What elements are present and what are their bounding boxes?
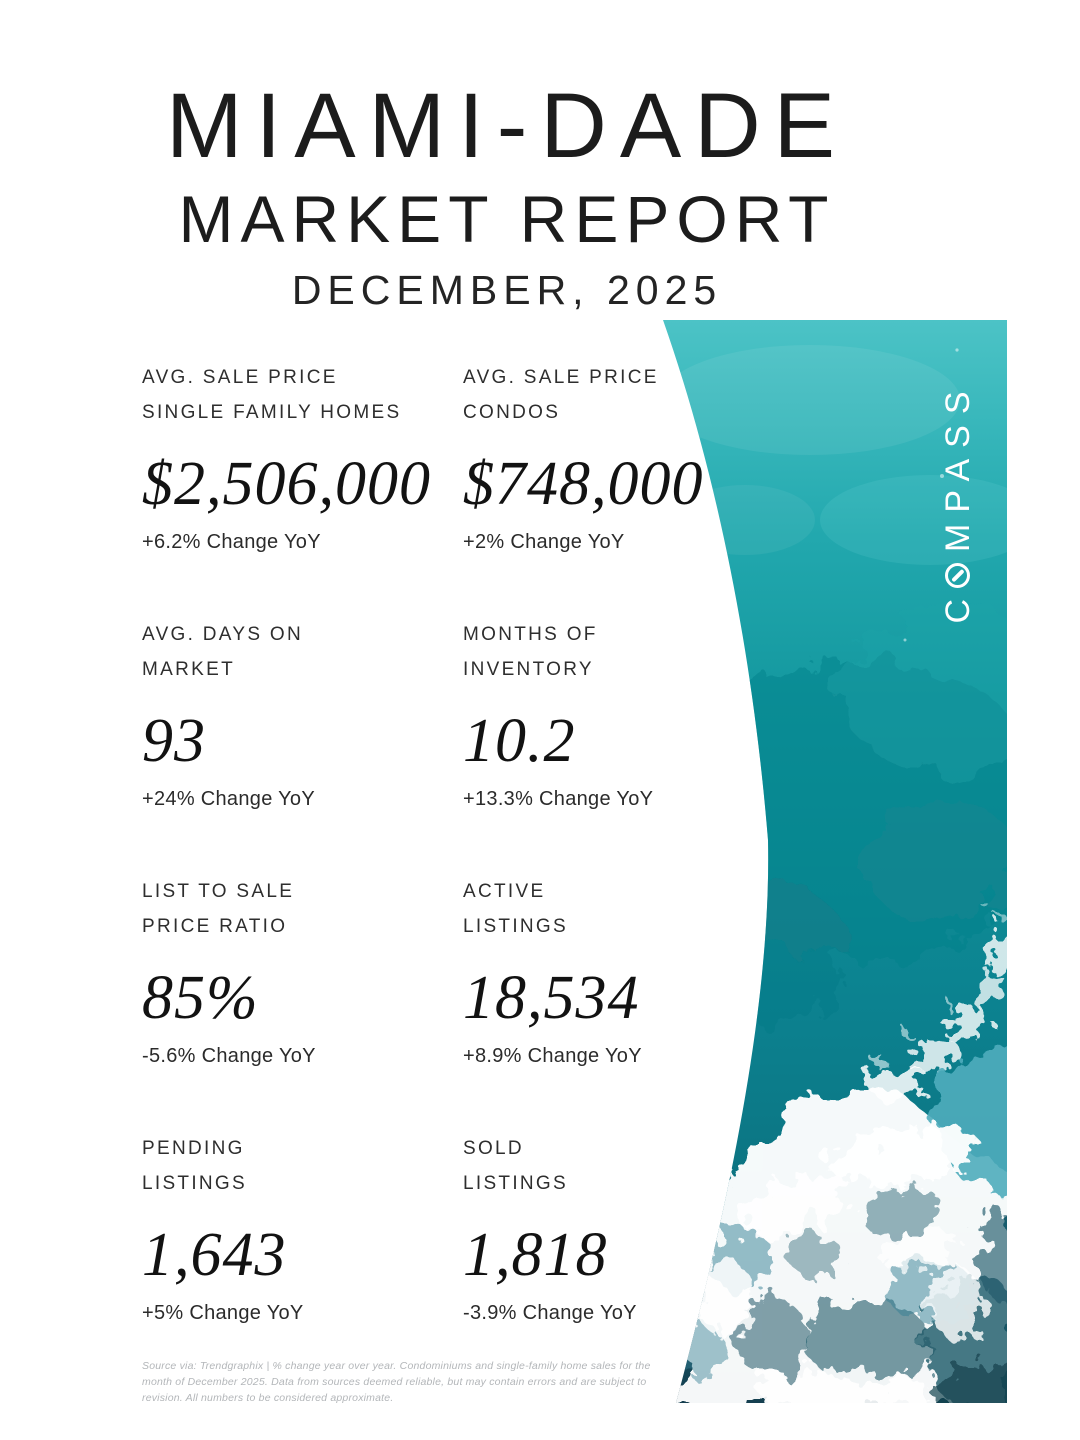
stat-label-line2: LISTINGS <box>463 916 568 937</box>
stat-change: -3.9% Change YoY <box>463 1302 637 1324</box>
page-subtitle: MARKET REPORT <box>178 182 836 256</box>
stat-value: 85% <box>142 964 259 1032</box>
stat-months-of-inventory: MONTHS OF INVENTORY 10.2 +13.3% Change Y… <box>463 615 742 872</box>
stat-label-line2: INVENTORY <box>463 659 594 680</box>
stat-change: +5% Change YoY <box>142 1302 304 1324</box>
stat-value: 93 <box>142 707 206 775</box>
stat-change: +6.2% Change YoY <box>142 531 321 553</box>
compass-o-icon <box>945 562 970 588</box>
stat-label-line2: CONDOS <box>463 402 561 423</box>
stat-pending-listings: PENDING LISTINGS 1,643 +5% Change YoY <box>142 1129 463 1386</box>
stat-value: 1,643 <box>142 1221 287 1289</box>
stat-active-listings: ACTIVE LISTINGS 18,534 +8.9% Change YoY <box>463 872 742 1129</box>
stat-list-to-sale-price-ratio: LIST TO SALE PRICE RATIO 85% -5.6% Chang… <box>142 872 463 1129</box>
stat-label-line1: AVG. SALE PRICE <box>142 367 338 388</box>
stat-value: $748,000 <box>463 450 704 518</box>
stat-label-line2: LISTINGS <box>142 1173 247 1194</box>
stat-value: $2,506,000 <box>142 450 431 518</box>
stat-change: +13.3% Change YoY <box>463 788 654 810</box>
compass-logo-prefix: C <box>939 587 977 624</box>
stat-label-line1: AVG. SALE PRICE <box>463 367 659 388</box>
stat-change: +2% Change YoY <box>463 531 625 553</box>
stat-label-line2: PRICE RATIO <box>142 916 288 937</box>
stat-label-line1: AVG. DAYS ON <box>142 624 303 645</box>
disclaimer-text: Source via: Trendgraphix | % change year… <box>142 1360 651 1404</box>
report-date: DECEMBER, 2025 <box>291 267 723 313</box>
foam-streaks <box>868 902 1007 1098</box>
ocean-water <box>663 320 1007 1403</box>
stat-label-line1: ACTIVE <box>463 881 546 902</box>
stats-grid: AVG. SALE PRICE SINGLE FAMILY HOMES $2,5… <box>142 358 742 1386</box>
stat-label-line2: MARKET <box>142 659 235 680</box>
stat-change: +24% Change YoY <box>142 788 315 810</box>
stat-value: 18,534 <box>463 964 640 1032</box>
stat-label-line2: LISTINGS <box>463 1173 568 1194</box>
compass-logo: C MPASS <box>938 362 978 642</box>
wave-foam <box>670 1040 1007 1403</box>
compass-logo-suffix: MPASS <box>939 380 977 552</box>
stat-label-line1: MONTHS OF <box>463 624 598 645</box>
stat-sold-listings: SOLD LISTINGS 1,818 -3.9% Change YoY <box>463 1129 742 1386</box>
stat-change: +8.9% Change YoY <box>463 1045 642 1067</box>
stat-label-line2: SINGLE FAMILY HOMES <box>142 402 402 423</box>
stat-label-line1: LIST TO SALE <box>142 881 295 902</box>
page-title: MIAMI-DADE <box>166 75 848 177</box>
stat-avg-sale-price-single-family: AVG. SALE PRICE SINGLE FAMILY HOMES $2,5… <box>142 358 463 615</box>
stat-label-line1: PENDING <box>142 1138 245 1159</box>
stat-label-line1: SOLD <box>463 1138 524 1159</box>
stat-avg-days-on-market: AVG. DAYS ON MARKET 93 +24% Change YoY <box>142 615 463 872</box>
report-header: MIAMI-DADE MARKET REPORT DECEMBER, 2025 <box>0 80 1014 311</box>
stat-avg-sale-price-condos: AVG. SALE PRICE CONDOS $748,000 +2% Chan… <box>463 358 742 615</box>
stat-value: 10.2 <box>463 707 576 775</box>
stat-value: 1,818 <box>463 1221 608 1289</box>
stat-change: -5.6% Change YoY <box>142 1045 316 1067</box>
